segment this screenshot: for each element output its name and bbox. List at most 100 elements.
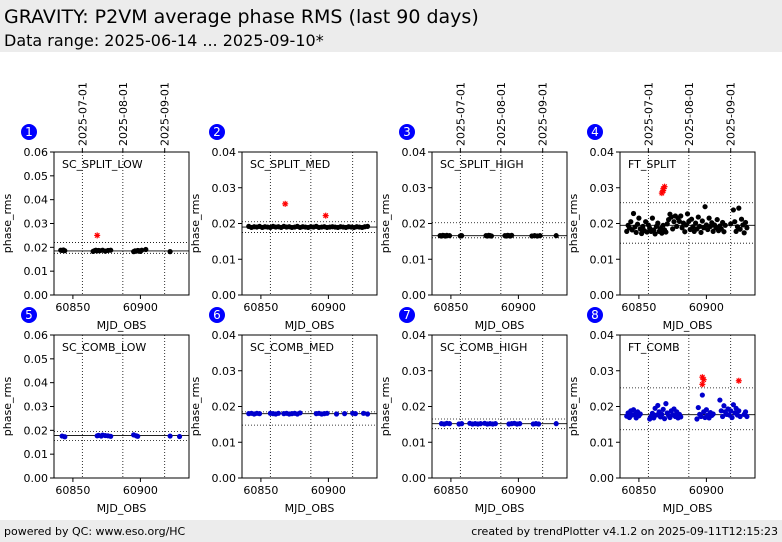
- y-tick-label: 0.04: [590, 146, 615, 159]
- data-point: [537, 233, 543, 239]
- data-point: [655, 220, 661, 226]
- data-point: [167, 249, 173, 255]
- outlier-stroke: [323, 213, 329, 219]
- x-axis-label: MJD_OBS: [663, 502, 713, 515]
- data-point: [697, 223, 703, 229]
- x-axis-label: MJD_OBS: [475, 502, 525, 515]
- data-point: [640, 223, 646, 229]
- data-point: [722, 222, 728, 228]
- data-point: [644, 229, 650, 235]
- data-point: [256, 411, 263, 417]
- data-point: [659, 411, 665, 417]
- panel-number: 3: [403, 125, 411, 139]
- x-tick-label: 60850: [243, 301, 278, 314]
- data-point: [678, 414, 684, 420]
- data-point: [446, 233, 453, 239]
- y-tick-label: 0.03: [402, 182, 427, 195]
- data-point: [721, 229, 727, 235]
- data-point: [634, 221, 641, 227]
- y-tick-label: 0.01: [590, 436, 615, 449]
- panel-2: 2 0.00 0.01 0.02 0.03 0.04 60850 60900 MJD_OBS ph…: [189, 124, 378, 332]
- panel-number: 1: [25, 125, 33, 139]
- panel-number: 8: [591, 308, 599, 322]
- x-tick-label: 60900: [123, 301, 158, 314]
- data-point: [730, 402, 737, 408]
- data-point: [718, 408, 724, 414]
- data-point: [108, 247, 114, 253]
- y-tick-label: 0.00: [590, 472, 615, 485]
- data-point: [676, 218, 683, 224]
- plot-frame: [241, 151, 378, 296]
- x-tick-label: 60850: [621, 484, 656, 497]
- y-tick-label: 0.06: [24, 146, 49, 159]
- panel-1: 1 0.00 0.01 0.02 0.03 0.04 0.05 0.06 60850 60900 2…: [1, 82, 190, 332]
- data-point: [737, 226, 743, 232]
- data-point: [744, 413, 750, 420]
- y-axis-label: phase_rms: [1, 376, 14, 436]
- y-tick-label: 0.04: [402, 146, 427, 159]
- y-tick-label: 0.02: [590, 218, 615, 231]
- panel-number: 2: [213, 125, 221, 139]
- data-point: [139, 247, 145, 253]
- data-point: [663, 229, 669, 235]
- data-point: [509, 232, 515, 238]
- data-point: [671, 219, 677, 225]
- x-axis-label: MJD_OBS: [475, 319, 525, 332]
- data-point: [446, 421, 453, 427]
- data-point: [693, 220, 699, 226]
- x-tick-label: 60900: [311, 301, 346, 314]
- data-point: [62, 434, 68, 440]
- y-tick-label: 0.05: [24, 353, 49, 366]
- data-point: [742, 219, 749, 226]
- y-tick-label: 0.00: [212, 289, 237, 302]
- data-point: [699, 392, 705, 398]
- data-range-subtitle: Data range: 2025-06-14 ... 2025-09-10*: [4, 31, 324, 50]
- outlier-point: [94, 232, 101, 239]
- y-tick-label: 0.02: [212, 401, 237, 414]
- data-point: [62, 248, 68, 254]
- x-axis-label: MJD_OBS: [663, 319, 713, 332]
- panel-label: SC_SPLIT_LOW: [62, 158, 143, 171]
- y-tick-label: 0.01: [212, 253, 237, 266]
- y-tick-label: 0.01: [402, 253, 427, 266]
- y-axis-label: phase_rms: [189, 376, 202, 436]
- data-point: [660, 406, 666, 412]
- data-point: [333, 411, 340, 417]
- data-point: [703, 407, 710, 413]
- footer-created-by: created by trendPlotter v4.1.2 on 2025-0…: [471, 525, 778, 538]
- y-axis-label: phase_rms: [379, 376, 392, 436]
- outlier-stroke: [699, 374, 705, 380]
- y-tick-label: 0.01: [402, 436, 427, 449]
- data-point: [714, 216, 720, 223]
- outlier-point: [322, 212, 329, 219]
- y-tick-label: 0.01: [590, 253, 615, 266]
- data-point: [630, 210, 637, 217]
- data-point: [729, 414, 735, 421]
- x-tick-label: 60850: [433, 301, 468, 314]
- data-point: [661, 416, 668, 422]
- x-tick-label: 60900: [501, 484, 536, 497]
- data-point: [668, 214, 674, 220]
- panel-number-badge: [399, 307, 415, 323]
- data-point: [630, 407, 637, 413]
- y-axis-label: phase_rms: [189, 193, 202, 253]
- panel-number-badge: [587, 307, 603, 323]
- data-point: [699, 218, 705, 224]
- panel-number-badge: [587, 124, 603, 140]
- outlier-stroke: [660, 187, 666, 194]
- y-tick-label: 0.03: [24, 218, 49, 231]
- plot-frame: [431, 151, 568, 296]
- data-point: [364, 411, 371, 417]
- footer-powered-by: powered by QC: www.eso.org/HC: [4, 525, 186, 538]
- y-tick-label: 0.06: [24, 329, 49, 342]
- data-point: [364, 223, 371, 229]
- data-point: [710, 228, 716, 234]
- data-point: [651, 227, 657, 233]
- x-tick-label: 60850: [621, 301, 656, 314]
- date-tick-label: 2025-09-01: [537, 82, 550, 146]
- data-point: [695, 214, 701, 220]
- panel-label: SC_SPLIT_MED: [250, 158, 330, 171]
